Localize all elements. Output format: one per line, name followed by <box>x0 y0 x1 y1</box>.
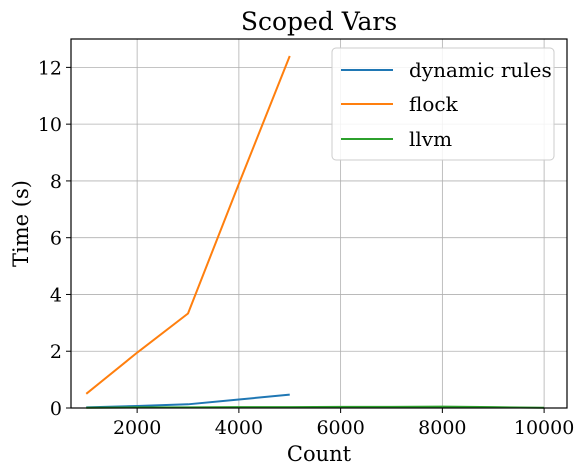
y-axis-label: Time (s) <box>9 180 33 267</box>
legend-label-flock: flock <box>409 92 459 116</box>
y-tick-label: 8 <box>50 171 62 193</box>
x-tick-label: 6000 <box>316 417 364 439</box>
y-tick-label: 4 <box>50 284 62 306</box>
legend-box <box>331 47 555 161</box>
x-tick-label: 4000 <box>215 417 263 439</box>
x-tick-label: 2000 <box>113 417 161 439</box>
y-tick-label: 10 <box>38 114 62 136</box>
series-line-dynamic-rules <box>86 393 290 409</box>
x-tick-label: 8000 <box>418 417 466 439</box>
y-tick-label: 2 <box>50 341 62 363</box>
legend-label-llvm: llvm <box>409 127 452 151</box>
x-tick-label: 10000 <box>514 417 574 439</box>
legend: dynamic rules flock llvm <box>331 47 555 161</box>
x-axis-ticks: 2000 4000 6000 8000 10000 <box>113 408 574 439</box>
series-line-flock <box>85 55 291 395</box>
y-axis-ticks: 0 2 4 6 8 10 12 <box>38 57 71 420</box>
plot-frame <box>70 38 568 409</box>
x-axis-label: Count <box>287 442 352 466</box>
y-tick-label: 0 <box>50 398 62 420</box>
legend-label-dynamic-rules: dynamic rules <box>409 58 552 82</box>
chart-title: Scoped Vars <box>241 7 397 36</box>
y-tick-label: 6 <box>50 228 62 250</box>
y-tick-label: 12 <box>38 57 62 79</box>
